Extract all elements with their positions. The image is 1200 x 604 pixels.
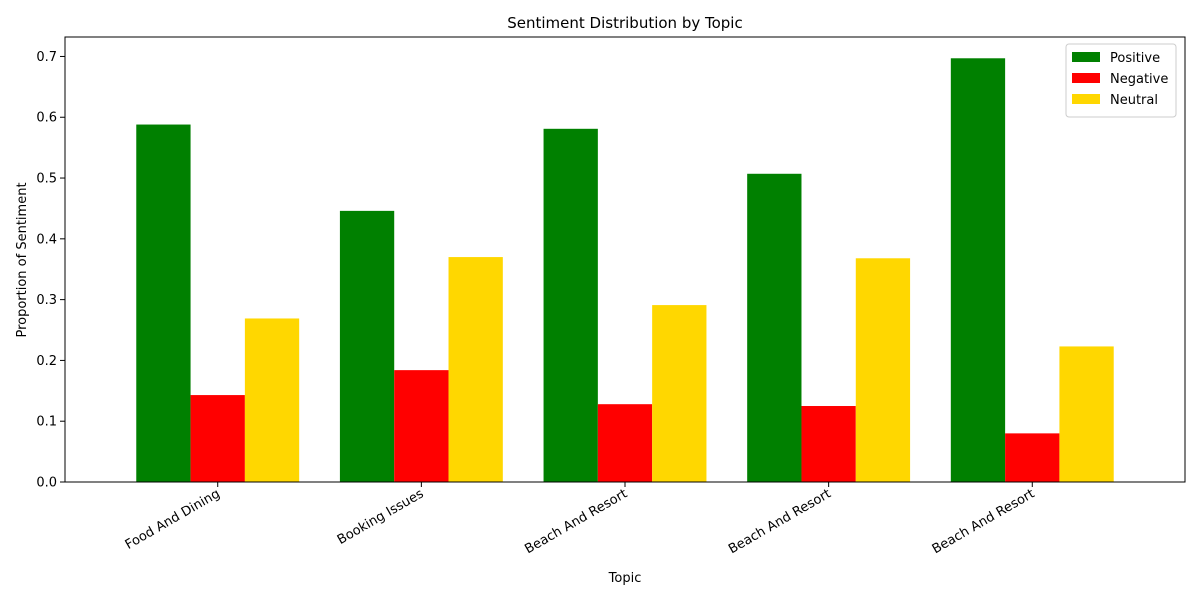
y-tick-label: 0.1 [36, 415, 57, 430]
legend-swatch-negative [1072, 73, 1100, 83]
legend-swatch-positive [1072, 52, 1100, 62]
bar-negative-3 [801, 406, 856, 482]
y-tick-label: 0.5 [36, 172, 57, 187]
legend-swatch-neutral [1072, 94, 1100, 104]
bar-positive-4 [950, 58, 1006, 482]
bar-negative-2 [597, 404, 653, 482]
y-tick-label: 0.2 [36, 354, 57, 369]
bar-neutral-1 [448, 257, 503, 482]
bar-neutral-2 [652, 305, 707, 482]
legend-label-negative: Negative [1110, 72, 1168, 87]
legend-label-neutral: Neutral [1110, 93, 1158, 108]
bar-positive-3 [747, 173, 802, 482]
y-tick-label: 0.0 [36, 476, 57, 491]
bar-neutral-4 [1059, 346, 1114, 482]
y-tick-label: 0.6 [36, 111, 57, 126]
bar-negative-0 [190, 395, 245, 482]
y-tick-label: 0.7 [36, 50, 57, 65]
x-tick-label: Booking Issues [335, 486, 427, 548]
y-tick-label: 0.3 [36, 293, 57, 308]
y-axis-label: Proportion of Sentiment [15, 182, 30, 337]
x-tick-label: Food And Dining [123, 486, 223, 552]
bar-negative-4 [1005, 433, 1060, 482]
legend: Positive Negative Neutral [1065, 43, 1177, 118]
x-tick-label: Beach And Resort [726, 486, 834, 557]
x-tick-label: Beach And Resort [522, 486, 630, 557]
legend-label-positive: Positive [1110, 51, 1160, 66]
bars-layer [136, 58, 1114, 483]
bar-positive-2 [543, 128, 598, 483]
bar-neutral-3 [855, 258, 911, 482]
bar-positive-0 [136, 124, 191, 482]
x-tick-label: Beach And Resort [930, 486, 1038, 557]
bar-positive-1 [339, 210, 395, 482]
x-axis-label: Topic [608, 571, 642, 586]
bar-negative-1 [394, 370, 449, 482]
bar-neutral-0 [244, 318, 300, 482]
chart-title: Sentiment Distribution by Topic [507, 14, 742, 32]
y-tick-label: 0.4 [36, 232, 57, 247]
